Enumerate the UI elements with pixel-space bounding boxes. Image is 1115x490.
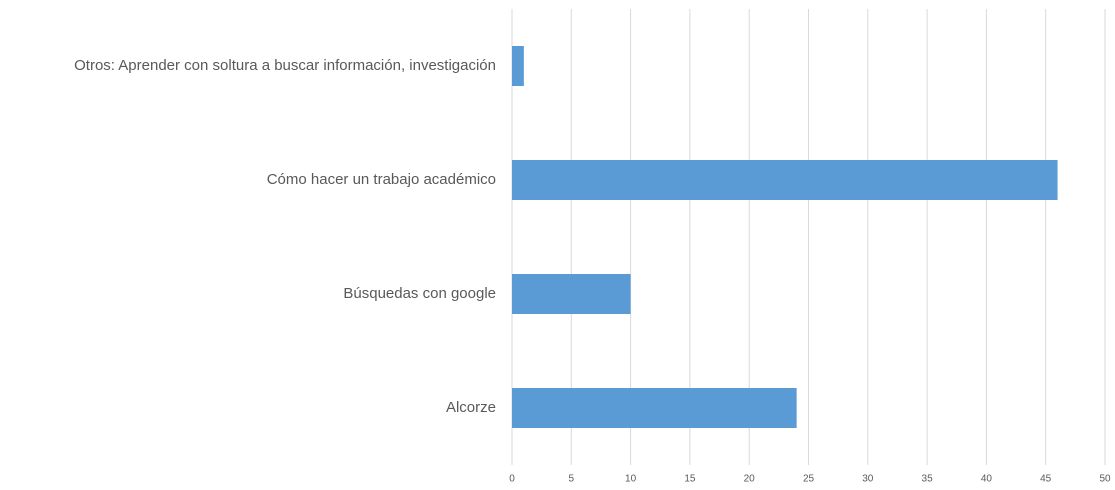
x-tick-label: 40 xyxy=(981,474,993,485)
x-tick-label: 20 xyxy=(744,474,756,485)
y-tick-label: Otros: Aprender con soltura a buscar inf… xyxy=(74,57,496,74)
x-tick-label: 5 xyxy=(569,474,575,485)
bar xyxy=(512,160,1058,200)
x-tick-label: 35 xyxy=(922,474,934,485)
x-tick-label: 50 xyxy=(1099,474,1111,485)
y-tick-label: Alcorze xyxy=(446,399,496,416)
y-tick-label: Cómo hacer un trabajo académico xyxy=(267,171,496,188)
bar xyxy=(512,274,631,314)
x-tick-label: 10 xyxy=(625,474,637,485)
bar xyxy=(512,46,524,86)
y-tick-label: Búsquedas con google xyxy=(343,285,496,302)
bar xyxy=(512,388,797,428)
x-tick-label: 0 xyxy=(509,474,515,485)
x-tick-label: 45 xyxy=(1040,474,1052,485)
x-tick-label: 15 xyxy=(684,474,696,485)
x-tick-label: 30 xyxy=(862,474,874,485)
x-tick-label: 25 xyxy=(803,474,815,485)
